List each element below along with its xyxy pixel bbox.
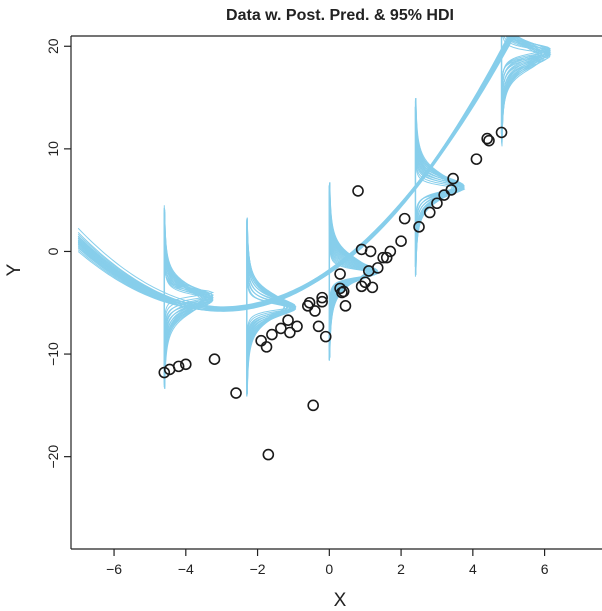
predictive-density	[164, 214, 202, 390]
posterior-curve	[77, 36, 513, 309]
data-point	[319, 330, 332, 343]
data-point	[303, 296, 316, 309]
data-point	[291, 320, 303, 333]
data-point	[180, 358, 192, 371]
predictive-density	[246, 219, 285, 394]
posterior-curve	[77, 36, 512, 310]
predictive-density	[501, 36, 540, 143]
chart-title: Data w. Post. Pred. & 95% HDI	[226, 7, 454, 24]
data-point	[312, 320, 325, 333]
posterior-curve	[77, 36, 511, 312]
posterior-curve	[77, 36, 514, 309]
predictive-density	[415, 100, 455, 275]
data-point	[255, 334, 267, 347]
data-point	[230, 387, 242, 399]
x-tick-label: −2	[250, 561, 266, 577]
predictive-density	[415, 100, 458, 276]
data-point	[483, 134, 495, 147]
data-point	[309, 305, 321, 317]
data-point	[282, 314, 294, 327]
data-point	[398, 212, 411, 225]
posterior-curve	[77, 36, 511, 310]
x-axis-title: X	[334, 590, 347, 611]
posterior-curve	[77, 36, 512, 308]
predictive-density	[246, 221, 296, 397]
y-tick-label: 20	[45, 38, 61, 54]
predictive-density	[329, 182, 367, 357]
y-tick-label: −20	[45, 445, 61, 469]
posterior-curve	[77, 36, 512, 311]
data-point	[377, 251, 389, 264]
data-point	[380, 251, 393, 264]
y-tick-label: 10	[45, 141, 61, 157]
posterior-curve	[77, 36, 510, 312]
x-tick-label: 0	[325, 561, 333, 577]
x-tick-label: 4	[469, 561, 477, 577]
data-point	[172, 360, 185, 373]
y-tick-label: 0	[45, 247, 61, 255]
posterior-curve	[77, 36, 512, 311]
x-tick-label: −4	[178, 561, 194, 577]
data-point	[364, 245, 377, 258]
data-point	[334, 268, 346, 280]
posterior-curve	[77, 36, 512, 309]
data-point	[413, 221, 425, 233]
x-tick-label: 6	[541, 561, 549, 577]
posterior-curve	[77, 36, 513, 310]
data-point	[371, 262, 384, 274]
posterior-curve	[77, 36, 510, 312]
data-point	[262, 448, 275, 461]
data-point	[284, 326, 296, 339]
data-point	[431, 197, 443, 210]
posterior-curve	[77, 36, 513, 311]
data-points	[158, 126, 508, 461]
data-point	[337, 285, 350, 298]
data-point	[366, 281, 379, 294]
data-point	[352, 185, 364, 197]
data-point	[208, 353, 221, 365]
posterior-curve	[77, 36, 515, 308]
x-tick-label: 2	[397, 561, 405, 577]
data-point	[316, 291, 328, 304]
predictive-densities	[163, 36, 552, 397]
y-tick-label: −10	[45, 342, 61, 366]
posterior-curve	[77, 36, 509, 312]
data-point	[481, 132, 493, 145]
data-point	[447, 172, 459, 185]
predictive-density	[415, 98, 454, 273]
posterior-curve	[77, 36, 511, 311]
data-point	[339, 300, 352, 312]
data-point	[395, 235, 407, 247]
data-point	[316, 295, 328, 308]
posterior-curve	[77, 36, 515, 308]
data-point	[495, 126, 508, 139]
x-tick-label: −6	[106, 561, 122, 577]
data-point	[470, 153, 483, 165]
posterior-curve	[77, 36, 513, 309]
y-axis-title: Y	[4, 263, 25, 276]
posterior-curve	[77, 36, 510, 311]
posterior-curves	[77, 36, 515, 312]
posterior-curve	[77, 36, 512, 310]
posterior-curve	[77, 36, 514, 310]
y-axis: −20 −10 0 10 20	[45, 38, 71, 469]
posterior-curve	[77, 36, 514, 308]
data-point	[266, 328, 278, 341]
data-point	[445, 184, 458, 196]
data-point	[423, 206, 436, 219]
data-point	[260, 341, 273, 353]
data-point	[307, 399, 319, 412]
x-axis: −6 −4 −2 0 2 4 6	[106, 549, 549, 577]
data-point	[384, 245, 397, 258]
